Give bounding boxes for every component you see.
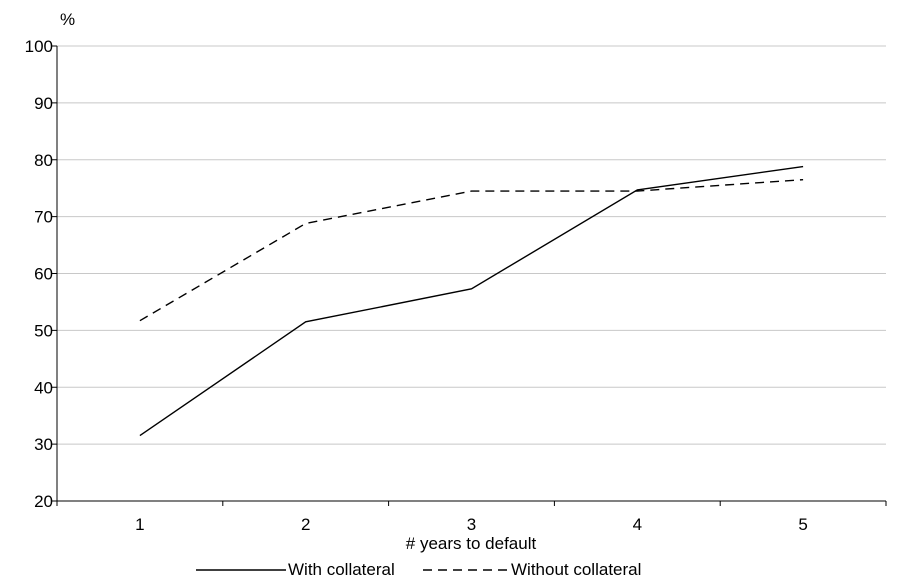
x-axis-label: # years to default [406, 534, 537, 553]
y-tick-label: 80 [34, 151, 53, 170]
x-tick-label: 5 [798, 515, 807, 534]
series-line-1 [139, 178, 804, 322]
legend-label-with-collateral: With collateral [288, 560, 395, 579]
x-tick-label: 3 [467, 515, 476, 534]
y-tick-label: 50 [34, 321, 53, 340]
y-tick-label: 30 [34, 435, 53, 454]
y-tick-label: 70 [34, 208, 53, 227]
x-tick-label: 1 [135, 515, 144, 534]
y-tick-label: 100 [25, 37, 53, 56]
x-axis-ticks: 1 2 3 4 5 [56, 501, 887, 534]
series-line-0 [139, 165, 804, 437]
legend-label-without-collateral: Without collateral [511, 560, 641, 579]
series-lines [139, 165, 804, 437]
y-tick-label: 60 [34, 265, 53, 284]
y-tick-label: 40 [34, 378, 53, 397]
y-tick-label: 90 [34, 94, 53, 113]
legend: With collateral Without collateral [196, 560, 641, 579]
y-axis-label: % [60, 10, 75, 29]
x-tick-label: 4 [633, 515, 642, 534]
x-tick-label: 2 [301, 515, 310, 534]
y-axis-ticks: 20 30 40 50 60 70 80 90 100 [25, 37, 57, 511]
y-tick-label: 20 [34, 492, 53, 511]
gridlines [57, 45, 886, 445]
